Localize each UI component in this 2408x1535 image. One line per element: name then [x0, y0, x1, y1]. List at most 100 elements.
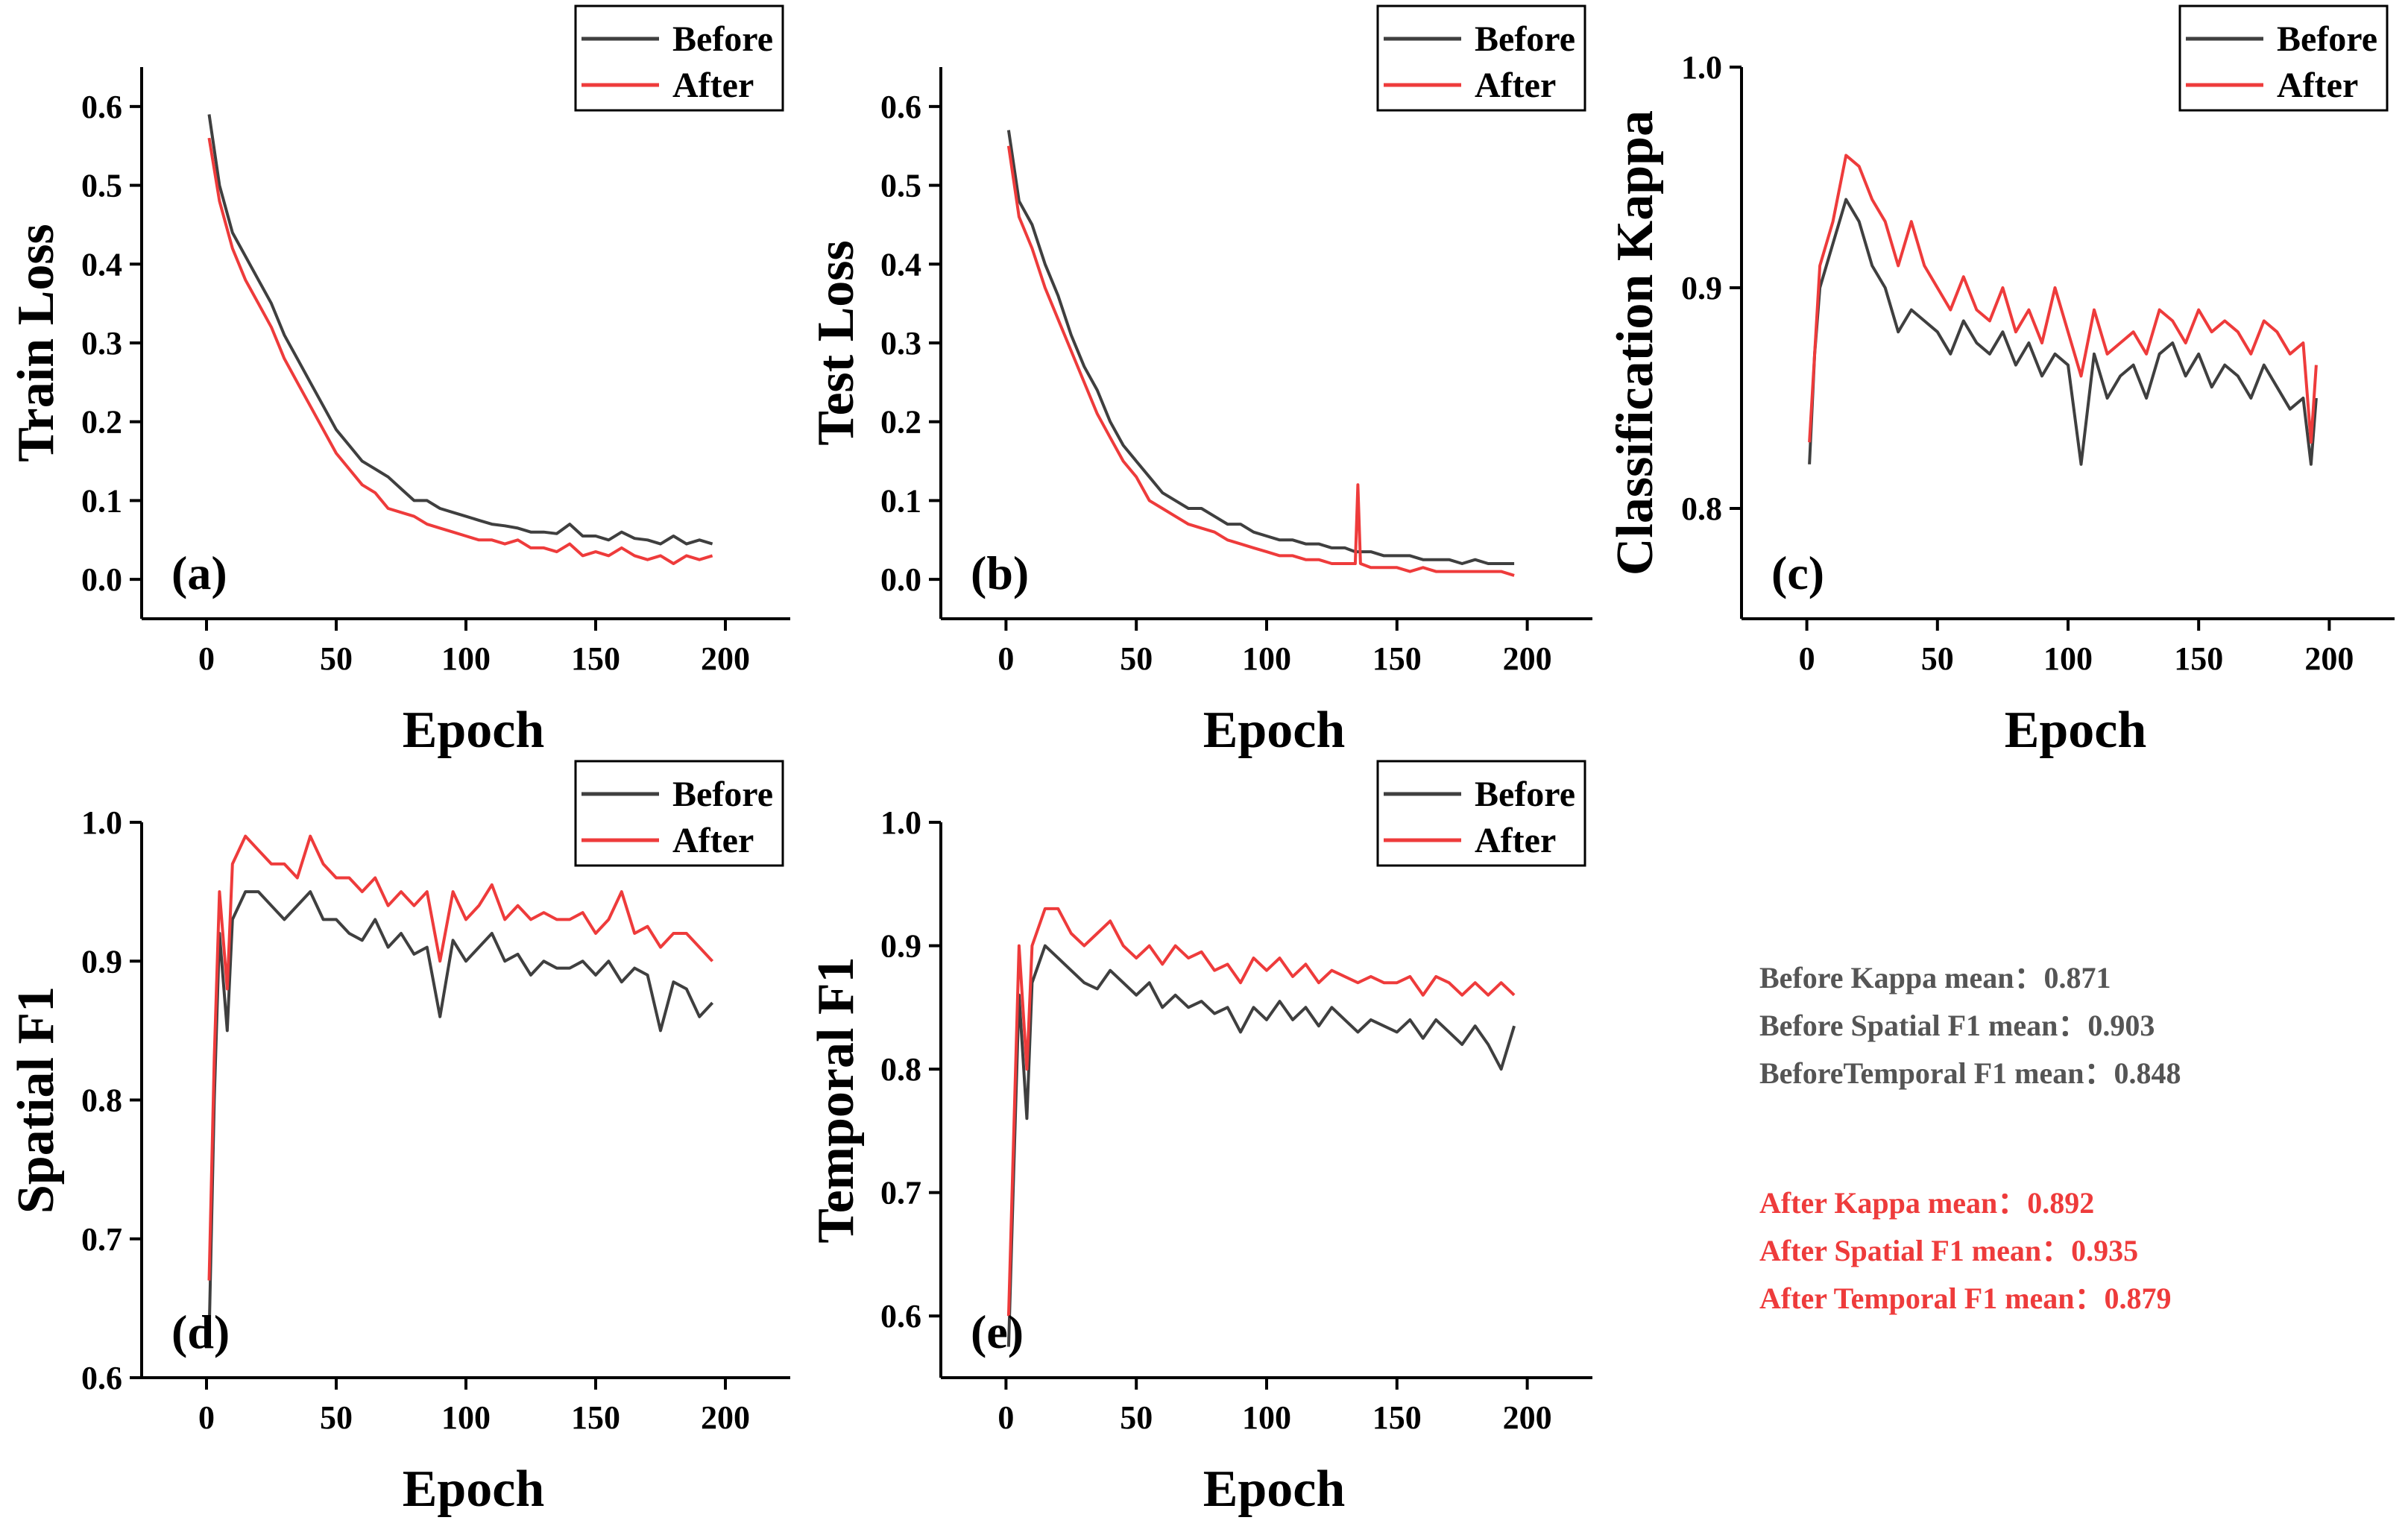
after-spatial-f1-mean: After Spatial F1 mean：0.935	[1759, 1234, 2139, 1267]
y-tick-label: 0.1	[880, 482, 921, 519]
y-tick-label: 0.9	[880, 928, 921, 965]
series-line-after	[207, 137, 713, 565]
chart-panel-c: 0 50 100 150 200 0.8 0.9 1.0 Epoch Classification…	[1607, 4, 2395, 759]
before-spatial-f1-mean: Before Spatial F1 mean：0.903	[1759, 1009, 2155, 1042]
y-tick-label: 0.5	[81, 168, 122, 204]
series-line-after	[1006, 907, 1516, 1317]
y-tick-label: 1.0	[880, 804, 921, 841]
legend-box	[1376, 760, 1586, 867]
x-tick-label: 0	[997, 640, 1014, 677]
legend: Before After	[574, 4, 784, 112]
panel-label: (b)	[971, 546, 1029, 599]
legend: Before After	[574, 760, 784, 867]
y-tick-label: 0.2	[81, 404, 122, 441]
y-tick-label: 1.0	[1681, 49, 1722, 86]
x-tick-label: 200	[2304, 640, 2354, 677]
legend-label-after: After	[1475, 821, 1556, 860]
y-tick-label: 0.7	[880, 1175, 921, 1211]
y-tick-label: 0.0	[81, 561, 122, 598]
x-tick-label: 100	[1242, 1399, 1291, 1436]
y-tick-label: 0.1	[81, 482, 122, 519]
x-tick-label: 100	[2043, 640, 2093, 677]
legend-label-after: After	[1475, 66, 1556, 105]
legend-label-after: After	[672, 66, 754, 105]
summary-statistics: Before Kappa mean：0.871 Before Spatial F…	[1759, 954, 2401, 1323]
x-tick-label: 50	[320, 640, 353, 677]
y-tick-label: 0.6	[880, 1298, 921, 1334]
y-tick-label: 0.3	[81, 325, 122, 362]
legend-label-before: Before	[1475, 775, 1575, 814]
y-axis-title: Train Loss	[7, 224, 65, 462]
legend-label-before: Before	[1475, 19, 1575, 59]
before-temporal-f1-mean: BeforeTemporal F1 mean：0.848	[1759, 1056, 2181, 1090]
y-tick-label: 0.7	[81, 1221, 122, 1258]
x-tick-label: 100	[1242, 640, 1291, 677]
x-tick-label: 150	[2174, 640, 2223, 677]
legend-box	[574, 4, 784, 112]
y-tick-label: 0.6	[81, 1360, 122, 1396]
x-tick-label: 200	[1503, 640, 1552, 677]
x-axis-title: Epoch	[1203, 702, 1346, 759]
x-tick-label: 100	[441, 1399, 491, 1436]
series-line-after	[1006, 145, 1515, 577]
x-axis-title: Epoch	[2005, 702, 2147, 759]
y-tick-label: 0.9	[1681, 270, 1722, 306]
after-temporal-f1-mean: After Temporal F1 mean：0.879	[1759, 1282, 2172, 1315]
y-tick-label: 0.4	[880, 246, 921, 283]
x-tick-label: 200	[701, 1399, 750, 1436]
x-axis-title: Epoch	[403, 702, 545, 759]
x-tick-label: 50	[1120, 1399, 1153, 1436]
y-tick-label: 0.2	[880, 404, 921, 441]
legend-label-before: Before	[672, 19, 773, 59]
x-tick-label: 200	[1503, 1399, 1552, 1436]
before-kappa-mean: Before Kappa mean：0.871	[1759, 961, 2111, 995]
y-tick-label: 1.0	[81, 804, 122, 841]
x-tick-label: 150	[1372, 1399, 1422, 1436]
series-line-before	[207, 114, 713, 546]
x-tick-label: 50	[1120, 640, 1153, 677]
y-tick-label: 0.6	[81, 89, 122, 125]
legend-label-before: Before	[672, 775, 773, 814]
y-tick-label: 0.8	[880, 1051, 921, 1088]
x-tick-label: 0	[997, 1399, 1014, 1436]
series-line-after	[207, 834, 714, 1281]
y-tick-label: 0.0	[880, 561, 921, 598]
y-tick-label: 0.5	[880, 168, 921, 204]
legend: Before After	[1376, 760, 1586, 867]
x-tick-label: 150	[1372, 640, 1422, 677]
legend-box	[1376, 4, 1586, 112]
x-tick-label: 0	[1799, 640, 1815, 677]
y-axis-title: Spatial F1	[7, 986, 65, 1214]
x-tick-label: 200	[701, 640, 750, 677]
chart-panel-a: 0 50 100 150 200 0.0 0.1 0.2 0.3 0.4 0.5 0.6 Epoch Tr…	[7, 4, 790, 759]
legend-label-after: After	[2277, 66, 2358, 105]
y-tick-label: 0.4	[81, 246, 122, 283]
x-tick-label: 50	[1921, 640, 1954, 677]
panel-label: (d)	[171, 1305, 230, 1358]
legend-box	[2178, 4, 2389, 112]
panel-label: (c)	[1771, 546, 1824, 599]
chart-panel-e: 0 50 100 150 200 0.6 0.7 0.8 0.9 1.0 Epoch Temporal…	[807, 760, 1592, 1518]
x-tick-label: 0	[198, 640, 215, 677]
chart-panel-b: 0 50 100 150 200 0.0 0.1 0.2 0.3 0.4 0.5 0.6 Epoch Te…	[807, 4, 1592, 759]
x-axis-title: Epoch	[1203, 1460, 1346, 1518]
x-tick-label: 0	[198, 1399, 215, 1436]
series-line-before	[1006, 944, 1516, 1347]
x-tick-label: 150	[571, 1399, 620, 1436]
x-tick-label: 150	[571, 640, 620, 677]
legend: Before After	[2178, 4, 2389, 112]
legend: Before After	[1376, 4, 1586, 112]
x-tick-label: 100	[441, 640, 491, 677]
legend-label-before: Before	[2277, 19, 2377, 59]
y-tick-label: 0.8	[81, 1082, 122, 1119]
panel-label: (e)	[971, 1305, 1024, 1358]
y-tick-label: 0.9	[81, 943, 122, 980]
after-kappa-mean: After Kappa mean：0.892	[1759, 1186, 2095, 1220]
y-tick-label: 0.6	[880, 89, 921, 125]
y-tick-label: 0.8	[1681, 491, 1722, 527]
series-line-before	[1808, 198, 2318, 466]
series-line-after	[1808, 154, 2318, 444]
y-axis-title: Test Loss	[807, 240, 865, 446]
legend-box	[574, 760, 784, 867]
